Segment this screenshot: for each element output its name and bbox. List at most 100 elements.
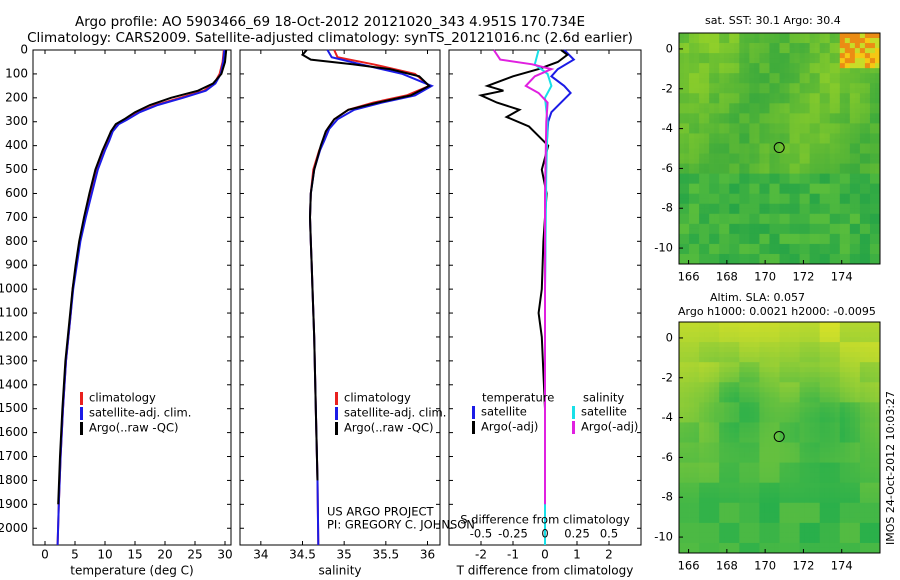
sla-map-cell: [759, 342, 765, 348]
sla-map-cell: [849, 492, 856, 499]
sla-map-cell: [729, 537, 735, 544]
sst-map-cell: [699, 88, 705, 94]
sla-map-cell: [689, 367, 695, 373]
sla-map-cell: [829, 507, 836, 514]
sla-map-cell: [724, 417, 730, 423]
sst-map-cell: [749, 218, 755, 225]
sst-map-cells: [679, 33, 881, 265]
sla-map-cell: [844, 507, 851, 514]
sla-map-cell: [684, 452, 690, 458]
sst-map-cell: [814, 213, 821, 220]
sla-map-cell: [824, 352, 831, 358]
sla-map-cell: [809, 372, 816, 378]
sst-map-cell: [834, 93, 841, 99]
sst-map-cell: [769, 203, 775, 210]
sla-map-cell: [694, 487, 700, 494]
sst-map-cell: [844, 118, 851, 124]
sst-map-cell: [809, 193, 816, 200]
sst-map-cell: [694, 98, 700, 104]
sst-map-cell: [789, 218, 795, 225]
sla-map-cell: [859, 432, 866, 438]
sla-map-cell: [744, 392, 750, 398]
sst-map-cell: [849, 238, 856, 245]
sst-map-cell: [744, 68, 750, 74]
sst-map-cell: [869, 68, 876, 74]
sst-map-cell: [679, 243, 685, 250]
sla-map-cell: [719, 417, 725, 423]
sst-map-cell: [819, 218, 826, 225]
sla-map-frame: [678, 321, 881, 554]
sst-map-cell: [784, 258, 790, 265]
sla-map-cell: [844, 337, 851, 343]
sst-map-cell: [859, 243, 866, 250]
sst-map-cell: [709, 133, 715, 139]
sla-map-cell: [869, 482, 876, 489]
sla-map-cell: [719, 537, 725, 544]
sst-map-cell: [764, 58, 770, 64]
sla-map-cell: [729, 477, 735, 484]
sla-map-cell: [744, 432, 750, 438]
sla-map-cell: [874, 362, 881, 368]
sla-map-cell: [704, 337, 710, 343]
sla-map-cell: [714, 417, 720, 423]
sla-map-cell: [839, 347, 846, 353]
sla-map-cell: [734, 432, 740, 438]
sla-map-cell: [734, 482, 740, 489]
sst-map-cell: [734, 188, 740, 195]
sst-map-cell: [799, 78, 806, 84]
sal-legend-swatch: [335, 407, 338, 420]
sst-map-cell: [864, 178, 871, 185]
sla-map-cell: [774, 447, 780, 453]
sst-map-cell: [874, 243, 881, 250]
sst-map-cell: [739, 253, 745, 260]
sst-map-cell: [829, 43, 836, 49]
sst-map-cell: [699, 63, 705, 69]
sst-map-cell: [764, 248, 770, 255]
sla-map-cell: [729, 417, 735, 423]
sla-map-cell: [779, 537, 785, 544]
sst-map-cell: [874, 108, 881, 114]
sst-map-cell: [709, 113, 715, 119]
sst-map-cell: [684, 208, 690, 215]
sst-map-cell: [774, 88, 780, 94]
sla-map-cell: [729, 367, 735, 373]
sla-map-cell: [859, 497, 866, 504]
sla-map-cell: [744, 457, 750, 464]
sst-map-cell: [734, 148, 740, 154]
sla-map-cell: [694, 322, 700, 328]
sst-map-cell: [814, 173, 821, 180]
sla-map-cell: [719, 507, 725, 514]
sla-map-cell: [734, 542, 740, 549]
sla-map-cell: [759, 502, 765, 509]
sla-map-cell: [719, 382, 725, 388]
sst-map-cell: [819, 178, 826, 185]
sst-map-cell: [769, 158, 775, 164]
sla-map-cell: [694, 422, 700, 428]
sst-map-cell: [739, 43, 745, 49]
sst-map-cell: [764, 48, 770, 54]
sst-map-cell: [714, 88, 720, 94]
sla-map-cell: [839, 477, 846, 484]
sla-map-cell: [764, 392, 770, 398]
sst-map-cell: [824, 93, 831, 99]
sst-map-cell: [804, 133, 811, 139]
sst-map-cell: [704, 158, 710, 164]
sst-map-cell: [794, 53, 801, 59]
sla-map-cell: [829, 362, 836, 368]
sla-map-cell: [819, 487, 826, 494]
sla-map-cell: [789, 492, 795, 499]
sst-map-cell: [829, 168, 836, 175]
sst-map-cell: [679, 183, 685, 190]
sst-map-cell: [804, 43, 811, 49]
sst-map-cell: [729, 43, 735, 49]
sla-map-cell: [804, 527, 811, 534]
sla-map-cell: [729, 462, 735, 469]
sst-map-cell: [744, 118, 750, 124]
sla-map-cell: [829, 422, 836, 428]
sst-map-cell: [844, 88, 851, 94]
sla-map-cell: [744, 437, 750, 443]
sst-map-cell: [694, 248, 700, 255]
sst-map-cell: [774, 143, 780, 149]
sst-map-cell: [869, 258, 876, 265]
sla-map-cell: [819, 392, 826, 398]
